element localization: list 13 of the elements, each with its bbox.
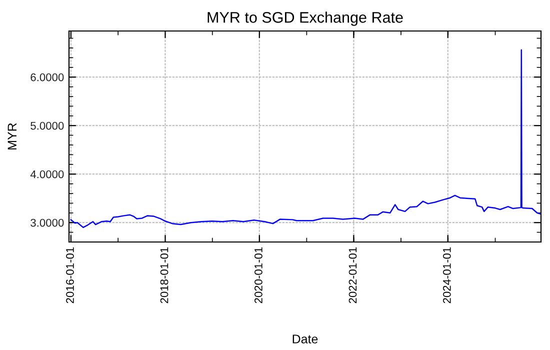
- chart-title: MYR to SGD Exchange Rate: [208, 12, 403, 26]
- x-tick-label: 2020-01-01: [254, 247, 262, 304]
- y-tick-label: 6.0000: [30, 73, 64, 82]
- y-axis-title: MYR: [8, 123, 16, 150]
- x-tick-label: 2024-01-01: [442, 247, 451, 304]
- line-series: [70, 49, 541, 228]
- x-tick-label: 2018-01-01: [160, 247, 168, 304]
- x-axis-title: Date: [292, 334, 318, 344]
- x-tick-label: 2016-01-01: [66, 247, 74, 304]
- y-tick-label: 5.0000: [30, 122, 64, 130]
- x-tick-label: 2022-01-01: [348, 247, 357, 304]
- y-tick-label: 4.0000: [30, 170, 64, 178]
- y-tick-label: 3.0000: [30, 218, 64, 227]
